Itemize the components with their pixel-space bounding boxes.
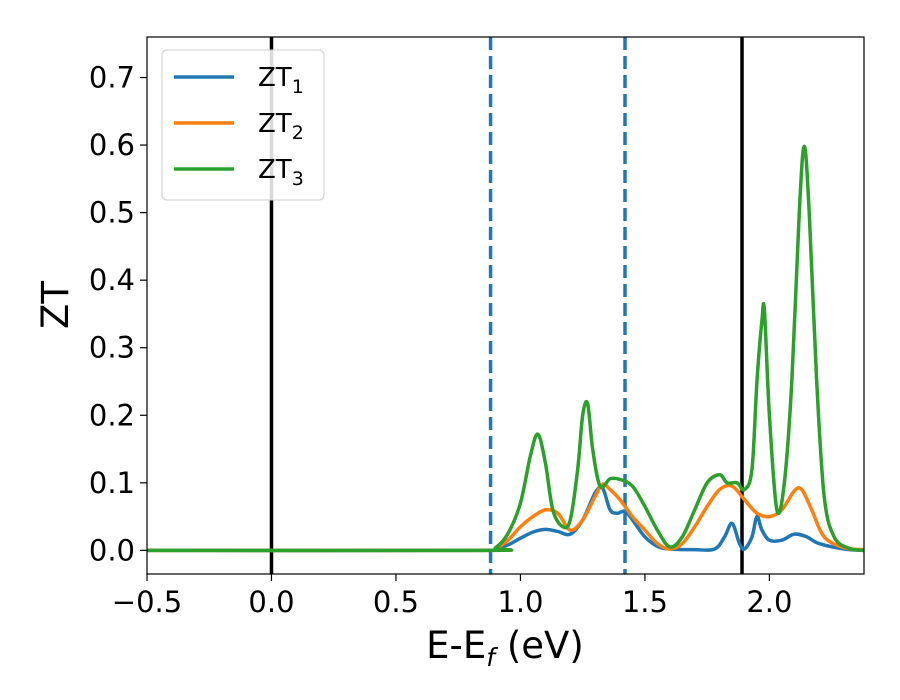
y-tick-label: 0.4 (89, 263, 135, 297)
y-tick-label: 0.7 (89, 61, 135, 95)
y-tick-label: 0.2 (89, 398, 135, 432)
legend-label-zt1: ZT1 (258, 63, 304, 98)
y-tick-label: 0.0 (89, 533, 135, 567)
legend-box (161, 49, 325, 201)
x-tick-label: −0.5 (112, 585, 182, 619)
x-axis-ticks: −0.5 0.0 0.5 1.0 1.5 2.0 (112, 574, 792, 619)
plot-frame (146, 36, 865, 575)
legend-label-zt3: ZT3 (258, 155, 304, 190)
series-line-zt2 (147, 482, 864, 553)
y-tick-label: 0.3 (89, 331, 135, 365)
vertical-lines-layer (269, 37, 744, 574)
x-tick-label: 0.0 (248, 585, 294, 619)
series-layer (147, 144, 864, 553)
y-tick-label: 0.6 (89, 128, 135, 162)
x-tick-label: 2.0 (746, 585, 792, 619)
x-tick-label: 1.5 (622, 585, 668, 619)
x-tick-label: 0.5 (373, 585, 419, 619)
x-tick-label: 1.0 (497, 585, 543, 619)
series-line-zt3 (147, 144, 864, 553)
legend: ZT1 ZT2 ZT3 (161, 49, 325, 201)
legend-label-zt2: ZT2 (258, 109, 304, 144)
y-axis-ticks: 0.0 0.1 0.2 0.3 0.4 0.5 0.6 0.7 (89, 61, 147, 567)
y-tick-label: 0.1 (89, 466, 135, 500)
y-tick-label: 0.5 (89, 196, 135, 230)
x-axis-label: E-Ef (eV) (426, 624, 584, 672)
series-line-zt1 (147, 485, 864, 553)
y-axis-label: ZT (34, 281, 77, 329)
